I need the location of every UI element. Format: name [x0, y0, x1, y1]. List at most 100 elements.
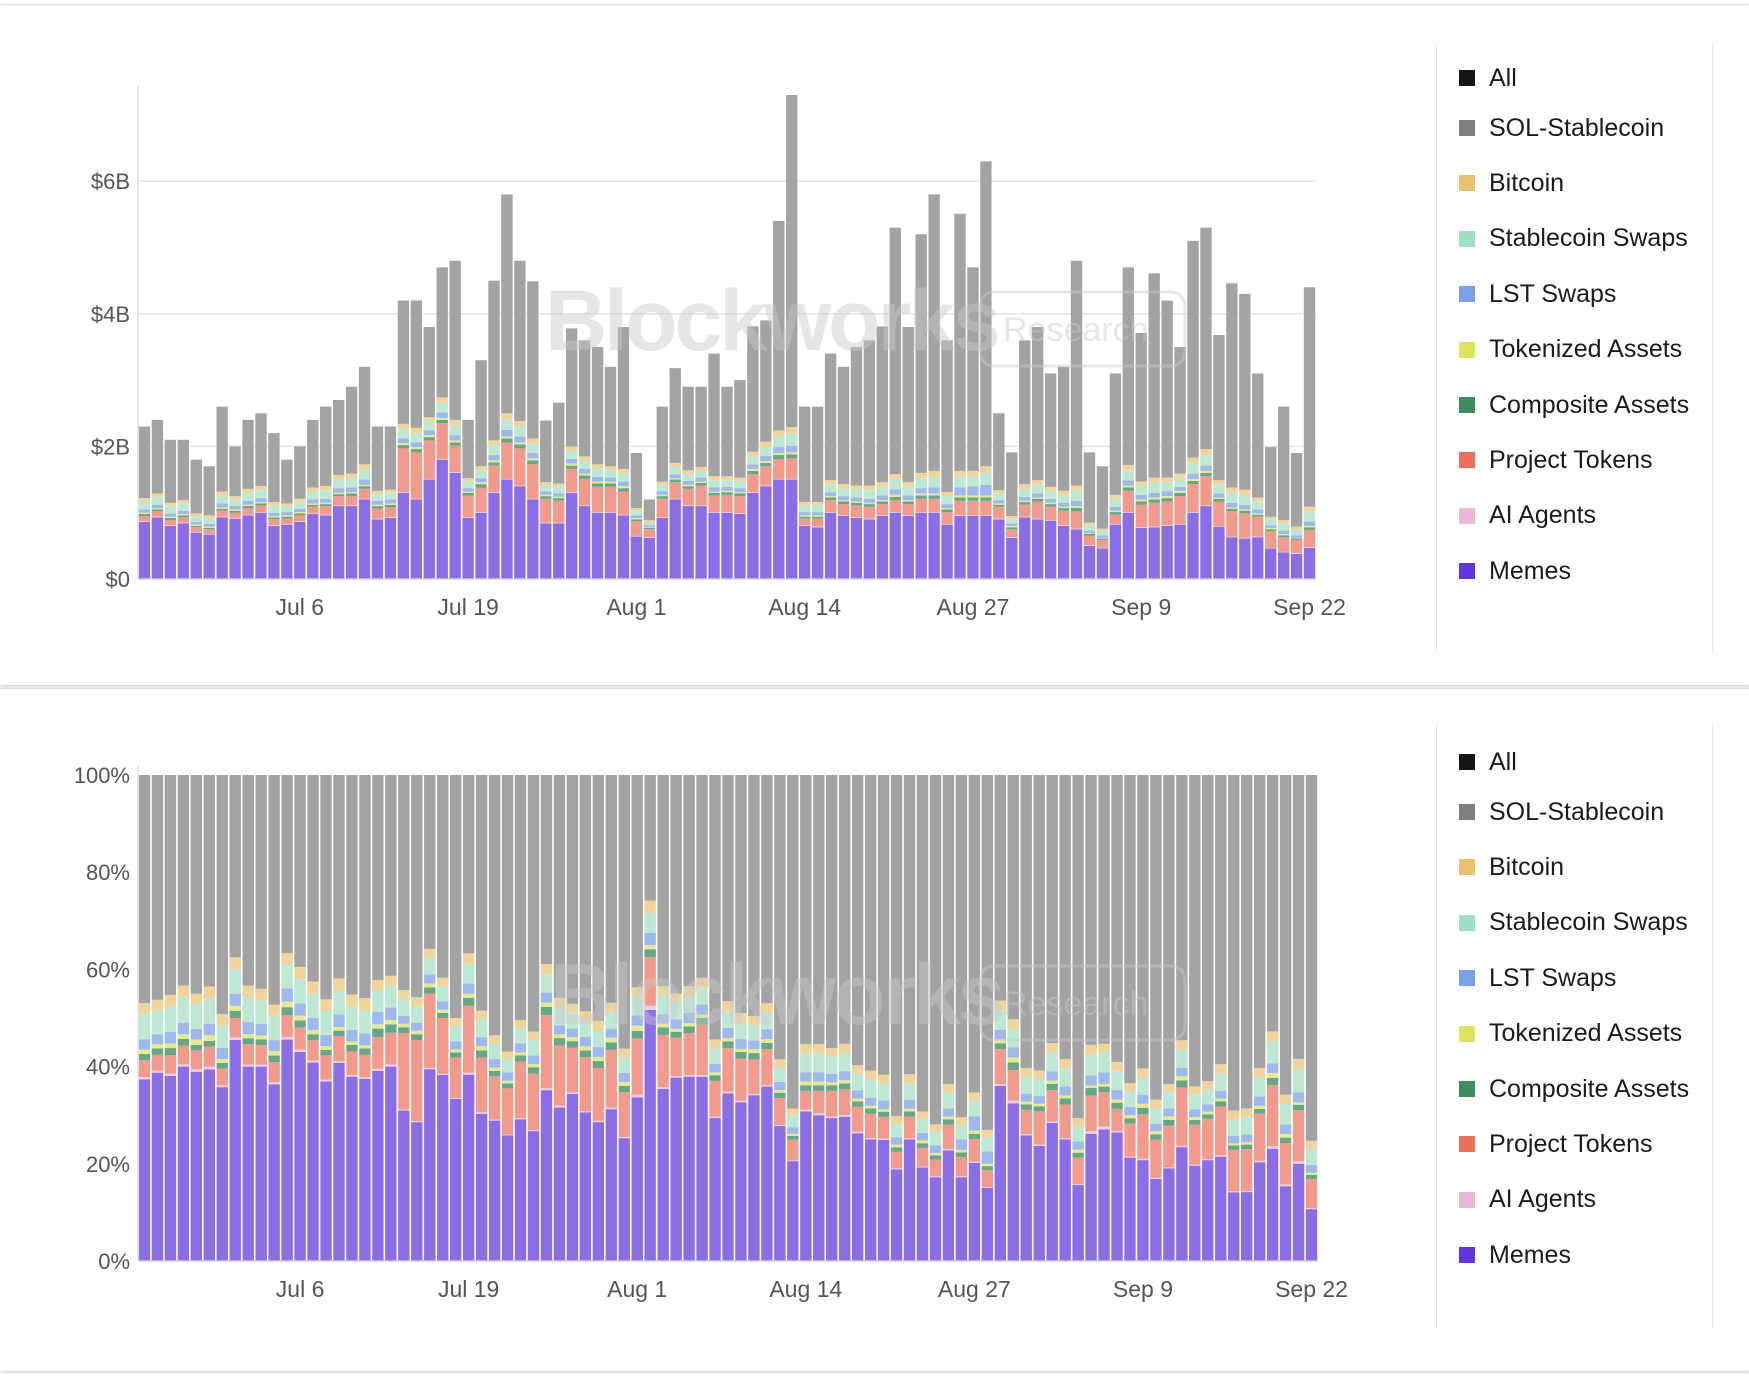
- bar-segment: [398, 1015, 410, 1024]
- bar-segment: [631, 997, 643, 1016]
- bar-segment: [696, 1076, 708, 1261]
- bar-segment: [553, 1038, 566, 1046]
- bar-segment: [709, 1116, 721, 1119]
- bar-segment: [229, 1039, 241, 1261]
- legend-item-tokenized-assets[interactable]: Tokenized Assets: [1459, 335, 1682, 365]
- bar-segment: [799, 518, 811, 526]
- bar-segment: [903, 1099, 916, 1109]
- bar-segment: [1020, 775, 1032, 1068]
- bar-segment: [631, 1015, 643, 1026]
- bar-segment: [889, 496, 901, 501]
- bar-segment: [1044, 490, 1057, 499]
- bar-segment: [345, 506, 358, 579]
- bar-segment: [540, 992, 553, 1003]
- bar-segment: [1096, 528, 1109, 531]
- bar-segment: [902, 327, 914, 483]
- bar-segment: [579, 1050, 592, 1058]
- bar-segment: [579, 775, 592, 1012]
- bar-segment: [436, 419, 448, 424]
- bar-segment: [709, 1048, 721, 1064]
- legend-item-project-tokens[interactable]: Project Tokens: [1459, 445, 1653, 475]
- bar-segment: [954, 497, 966, 501]
- legend-item-lst-swaps[interactable]: LST Swaps: [1459, 963, 1616, 993]
- bar-segment: [1083, 533, 1096, 534]
- bar-segment: [773, 453, 785, 456]
- legend-item-all[interactable]: All: [1459, 63, 1517, 93]
- bar-segment: [695, 485, 707, 506]
- bar-segment: [592, 1047, 605, 1057]
- bar-segment: [890, 1151, 903, 1169]
- bar-segment: [1290, 453, 1303, 527]
- bar-segment: [850, 489, 863, 498]
- bar-segment: [527, 775, 540, 1032]
- legend-item-memes[interactable]: Memes: [1459, 556, 1571, 586]
- bar-segment: [281, 1001, 293, 1008]
- bar-segment: [722, 1001, 734, 1012]
- bar-segment: [1290, 526, 1303, 530]
- bar-segment: [968, 775, 981, 1093]
- bar-segment: [1085, 1044, 1097, 1055]
- bar-segment: [993, 493, 1005, 501]
- bar-segment: [540, 1006, 553, 1015]
- bar-segment: [1007, 1057, 1019, 1063]
- bar-segment: [553, 1034, 566, 1039]
- bar-segment: [915, 488, 927, 494]
- bar-segment: [902, 504, 914, 516]
- bar-segment: [346, 1051, 358, 1075]
- bar-segment: [773, 430, 785, 437]
- bar-segment: [565, 465, 578, 469]
- legend-item-project-tokens[interactable]: Project Tokens: [1459, 1129, 1653, 1159]
- bar-segment: [1137, 1158, 1149, 1161]
- bar-segment: [1057, 490, 1070, 495]
- legend-item-composite-assets[interactable]: Composite Assets: [1459, 390, 1689, 420]
- bar-segment: [761, 1029, 773, 1040]
- bar-segment: [1241, 775, 1253, 1109]
- legend-item-bitcoin[interactable]: Bitcoin: [1459, 168, 1564, 198]
- bar-segment: [787, 1108, 799, 1116]
- bar-segment: [501, 1083, 514, 1089]
- bar-segment: [398, 1023, 410, 1028]
- bar-segment: [268, 1055, 280, 1063]
- bar-segment: [177, 503, 189, 511]
- bar-segment: [359, 1048, 371, 1055]
- bar-segment: [813, 1090, 825, 1114]
- bar-segment: [1019, 502, 1031, 505]
- bar-segment: [475, 775, 488, 1011]
- bar-segment: [1303, 547, 1316, 579]
- bar-segment: [1253, 1162, 1266, 1261]
- bar-segment: [579, 1036, 592, 1047]
- bar-segment: [1122, 267, 1134, 465]
- legend-item-sol-stablecoin[interactable]: SOL-Stablecoin: [1459, 797, 1664, 827]
- legend-item-all[interactable]: All: [1459, 747, 1517, 777]
- legend-item-bitcoin[interactable]: Bitcoin: [1459, 852, 1564, 882]
- legend-item-ai-agents[interactable]: AI Agents: [1459, 501, 1596, 531]
- bar-segment: [631, 1025, 643, 1031]
- bar-segment: [553, 1007, 566, 1026]
- bar-segment: [617, 327, 630, 469]
- bar-segment: [954, 476, 966, 488]
- bar-segment: [994, 1039, 1006, 1044]
- bar-segment: [475, 512, 487, 579]
- bar-segment: [462, 518, 474, 579]
- bar-segment: [151, 1009, 164, 1035]
- bar-segment: [851, 775, 864, 1066]
- bar-segment: [203, 986, 216, 998]
- legend-item-ai-agents[interactable]: AI Agents: [1459, 1185, 1596, 1215]
- bar-segment: [863, 340, 876, 486]
- bar-segment: [1006, 523, 1018, 526]
- bar-segment: [604, 483, 617, 487]
- bar-segment: [1176, 1147, 1188, 1261]
- bar-segment: [320, 486, 332, 491]
- bar-segment: [1124, 1123, 1136, 1157]
- legend-item-tokenized-assets[interactable]: Tokenized Assets: [1459, 1019, 1682, 1049]
- bar-segment: [747, 468, 759, 471]
- bar-segment: [592, 1120, 605, 1123]
- bar-segment: [813, 1044, 825, 1054]
- legend-item-sol-stablecoin[interactable]: SOL-Stablecoin: [1459, 113, 1664, 143]
- legend-item-composite-assets[interactable]: Composite Assets: [1459, 1074, 1689, 1104]
- legend-item-lst-swaps[interactable]: LST Swaps: [1459, 279, 1616, 309]
- legend-item-stablecoin-swaps[interactable]: Stablecoin Swaps: [1459, 224, 1688, 254]
- legend-item-stablecoin-swaps[interactable]: Stablecoin Swaps: [1459, 908, 1688, 938]
- legend-item-memes[interactable]: Memes: [1459, 1240, 1571, 1270]
- bar-segment: [437, 977, 449, 986]
